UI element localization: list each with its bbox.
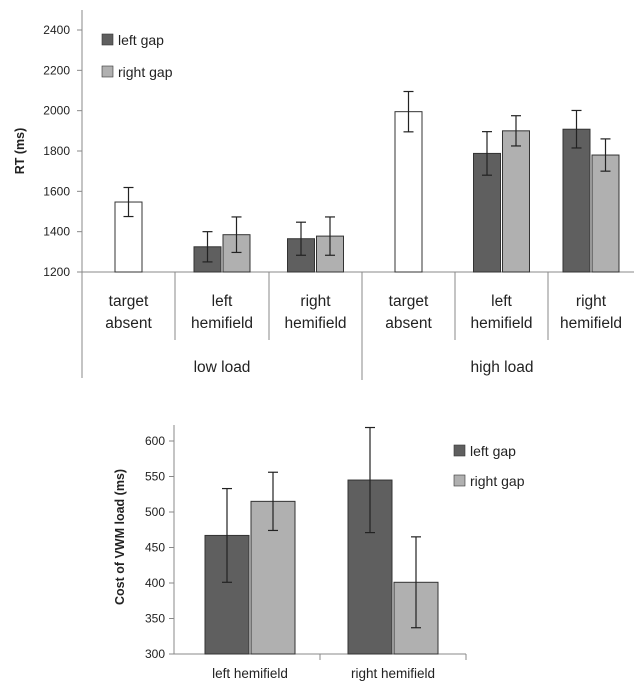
y-tick-label: 2200 [43, 63, 70, 77]
bar-left-gap [562, 128, 591, 273]
category-label: right hemifield [351, 666, 435, 681]
category-label: left hemifield [212, 666, 288, 681]
y-tick-label: 500 [145, 505, 165, 519]
y-tick-label: 1400 [43, 225, 70, 239]
category-label: right [576, 293, 607, 310]
legend-swatch [453, 444, 466, 457]
y-tick-label: 2400 [43, 23, 70, 37]
bar-target-absent [114, 201, 143, 273]
y-tick-label: 1600 [43, 184, 70, 198]
bar-right-gap [502, 130, 530, 273]
category-label: absent [105, 315, 152, 332]
legend-label: right gap [118, 64, 173, 80]
category-label: target [109, 293, 149, 310]
group-label: high load [471, 359, 534, 376]
y-tick-label: 550 [145, 470, 165, 484]
y-tick-label: 1800 [43, 144, 70, 158]
category-label: hemifield [284, 315, 346, 332]
legend-swatch [101, 33, 114, 46]
y-axis-title: Cost of VWM load (ms) [113, 469, 127, 605]
bar-target-absent [394, 111, 423, 273]
y-tick-label: 1200 [43, 265, 70, 279]
top-chart-rt: 1200 1400 1600 1800 2000 2200 2400 RT (ms) targe… [13, 10, 634, 380]
y-tick-label: 450 [145, 541, 165, 555]
y-tick-label: 600 [145, 434, 165, 448]
category-label: right [300, 293, 331, 310]
legend-label: left gap [118, 32, 164, 48]
category-label: hemifield [470, 315, 532, 332]
legend-swatch [453, 474, 466, 487]
category-label: absent [385, 315, 432, 332]
category-label: target [389, 293, 429, 310]
legend-label: right gap [470, 473, 525, 489]
legend-swatch [101, 65, 114, 78]
y-tick-label: 350 [145, 612, 165, 626]
category-label: left [212, 293, 233, 310]
y-tick-label: 2000 [43, 104, 70, 118]
category-label: hemifield [560, 315, 622, 332]
legend-label: left gap [470, 443, 516, 459]
y-tick-label: 300 [145, 647, 165, 661]
y-axis-title: RT (ms) [13, 128, 27, 175]
bottom-chart-cost: 300 350 400 450 500 550 600 Cost of VWM load (m… [113, 425, 525, 681]
bar-right-gap [591, 154, 620, 273]
y-tick-label: 400 [145, 576, 165, 590]
category-label: left [491, 293, 512, 310]
category-label: hemifield [191, 315, 253, 332]
group-label: low load [194, 359, 251, 376]
